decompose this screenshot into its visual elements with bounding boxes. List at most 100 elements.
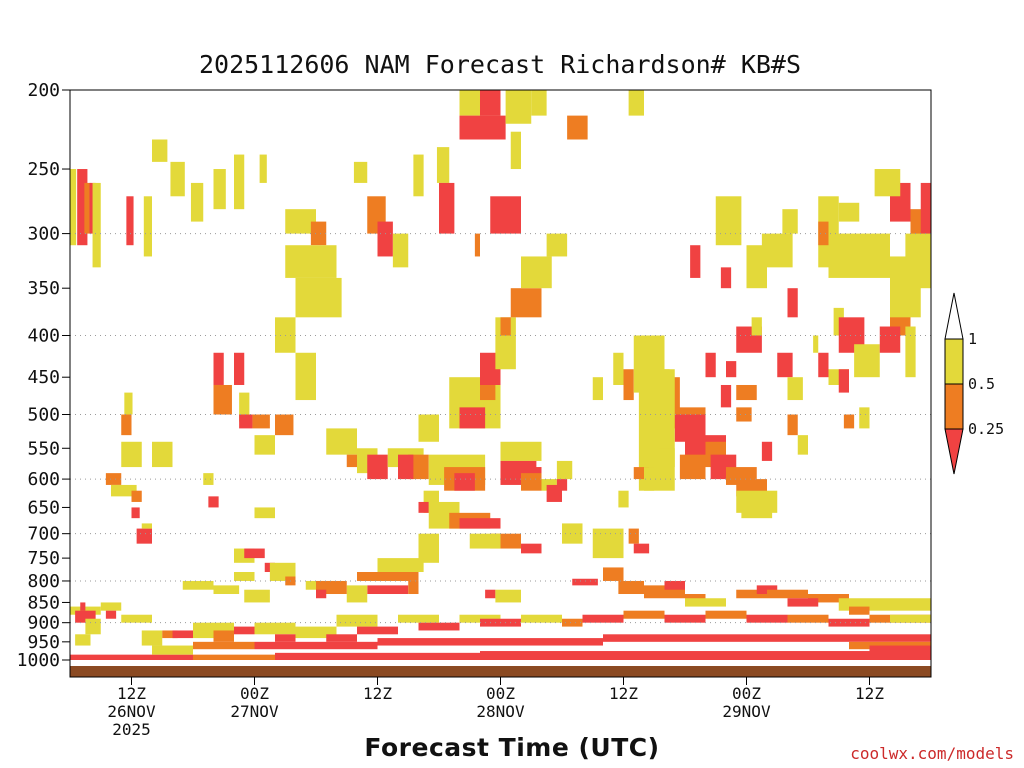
heatmap-cell [556, 479, 568, 491]
heatmap-cell [244, 548, 265, 559]
heatmap-cell [813, 335, 819, 353]
heatmap-cell [439, 182, 455, 234]
x-axis-label: Forecast Time (UTC) [364, 733, 660, 762]
y-tick-label: 450 [27, 367, 60, 388]
heatmap-cell [100, 602, 122, 611]
heatmap-cell [126, 196, 134, 246]
colorbar-label: 1 [968, 330, 977, 348]
heatmap-cell [121, 441, 142, 468]
heatmap-cell [213, 630, 234, 642]
heatmap-cell [495, 589, 521, 603]
y-tick-label: 500 [27, 405, 60, 426]
heatmap-cell [567, 115, 588, 140]
heatmap-cell [310, 221, 327, 246]
heatmap-cell [213, 585, 240, 595]
heatmap-cell [131, 490, 142, 502]
heatmap-cell [252, 414, 270, 429]
heatmap-cell [726, 651, 931, 660]
heatmap-cell [623, 610, 665, 619]
heatmap-cell [208, 496, 219, 508]
x-tick-label: 00Z [240, 684, 269, 703]
heatmap-cell [531, 90, 547, 116]
heatmap-cell [254, 435, 275, 455]
colorbar-bottom-arrow [944, 428, 964, 475]
heatmap-cell [193, 654, 275, 660]
heatmap-cell [336, 614, 378, 627]
heatmap-cell [562, 618, 583, 627]
y-tick-label: 850 [27, 592, 60, 613]
heatmap-cell [182, 580, 214, 590]
heatmap-cell [838, 202, 860, 222]
heatmap-cell [459, 518, 501, 529]
heatmap-cell [659, 448, 675, 468]
surface-band [70, 666, 931, 677]
y-tick-label: 750 [27, 548, 60, 569]
heatmap-cell [418, 414, 439, 442]
heatmap-cell [905, 233, 931, 289]
heatmap-cell [546, 233, 568, 257]
heatmap-cell [234, 352, 245, 385]
heatmap-cell [70, 169, 77, 246]
x-tick-label: 12Z [609, 684, 638, 703]
heatmap-cell [105, 610, 117, 619]
heatmap-cell [751, 317, 762, 336]
heatmap-cell [234, 572, 255, 581]
heatmap-cell [377, 558, 424, 573]
heatmap-cell [85, 618, 101, 635]
heatmap-cell [664, 580, 685, 590]
heatmap-cell [80, 602, 86, 611]
y-axis: 200 250 300 350 400 450 500 550 600 650 700 7508008… [17, 80, 70, 671]
colorbar-legend: 1 0.5 0.25 [944, 292, 1004, 475]
heatmap-cell [556, 460, 573, 480]
heatmap-cell [353, 161, 368, 183]
heatmap-cell [377, 638, 480, 646]
heatmap-cell [469, 533, 501, 549]
y-tick-label: 300 [27, 224, 60, 245]
heatmap-cell [510, 288, 542, 318]
heatmap-cell [269, 562, 296, 581]
y-tick-label: 650 [27, 497, 60, 518]
heatmap-cell [254, 622, 296, 635]
heatmap-cell [787, 377, 803, 401]
colorbar-top-arrow [944, 292, 964, 340]
heatmap-cell [92, 182, 101, 268]
heatmap-cell [275, 414, 294, 436]
heatmap-cell [84, 182, 92, 234]
heatmap-cell [367, 585, 409, 595]
y-tick-label: 900 [27, 613, 60, 634]
heatmap-cell [505, 90, 532, 124]
heatmap-cell [500, 441, 542, 461]
heatmap-cell [572, 578, 598, 586]
heatmap-cell [767, 589, 808, 599]
heatmap-cell [454, 473, 475, 491]
heatmap-cell [326, 634, 357, 642]
heatmap-cell [628, 90, 644, 116]
heatmap-cell [592, 528, 624, 559]
heatmap-cell [869, 645, 931, 653]
heatmap-cell [459, 614, 501, 623]
heatmap-cell [741, 501, 773, 519]
heatmap-cell [124, 392, 133, 415]
heatmap-cell [633, 543, 650, 554]
heatmap-cell [797, 435, 808, 455]
heatmap-cell [490, 196, 521, 234]
heatmap-cell [849, 606, 870, 615]
heatmap-cell [346, 454, 357, 468]
heatmap-cell [736, 407, 752, 422]
heatmap-cell [275, 652, 480, 660]
heatmap-cell [613, 352, 624, 385]
y-tick-label: 600 [27, 469, 60, 490]
heatmap-cell [141, 523, 152, 529]
heatmap-cell [854, 344, 880, 378]
heatmap-cell [664, 614, 706, 623]
heatmap-cell [859, 407, 870, 429]
heatmap-cell [690, 245, 701, 278]
heatmap-cell [392, 233, 409, 268]
heatmap-cell [705, 352, 716, 378]
heatmap-cell [285, 245, 337, 278]
heatmap-cell [121, 614, 152, 623]
heatmap-cell [254, 507, 275, 519]
heatmap-cell [398, 614, 439, 623]
heatmap-cell [170, 161, 185, 197]
